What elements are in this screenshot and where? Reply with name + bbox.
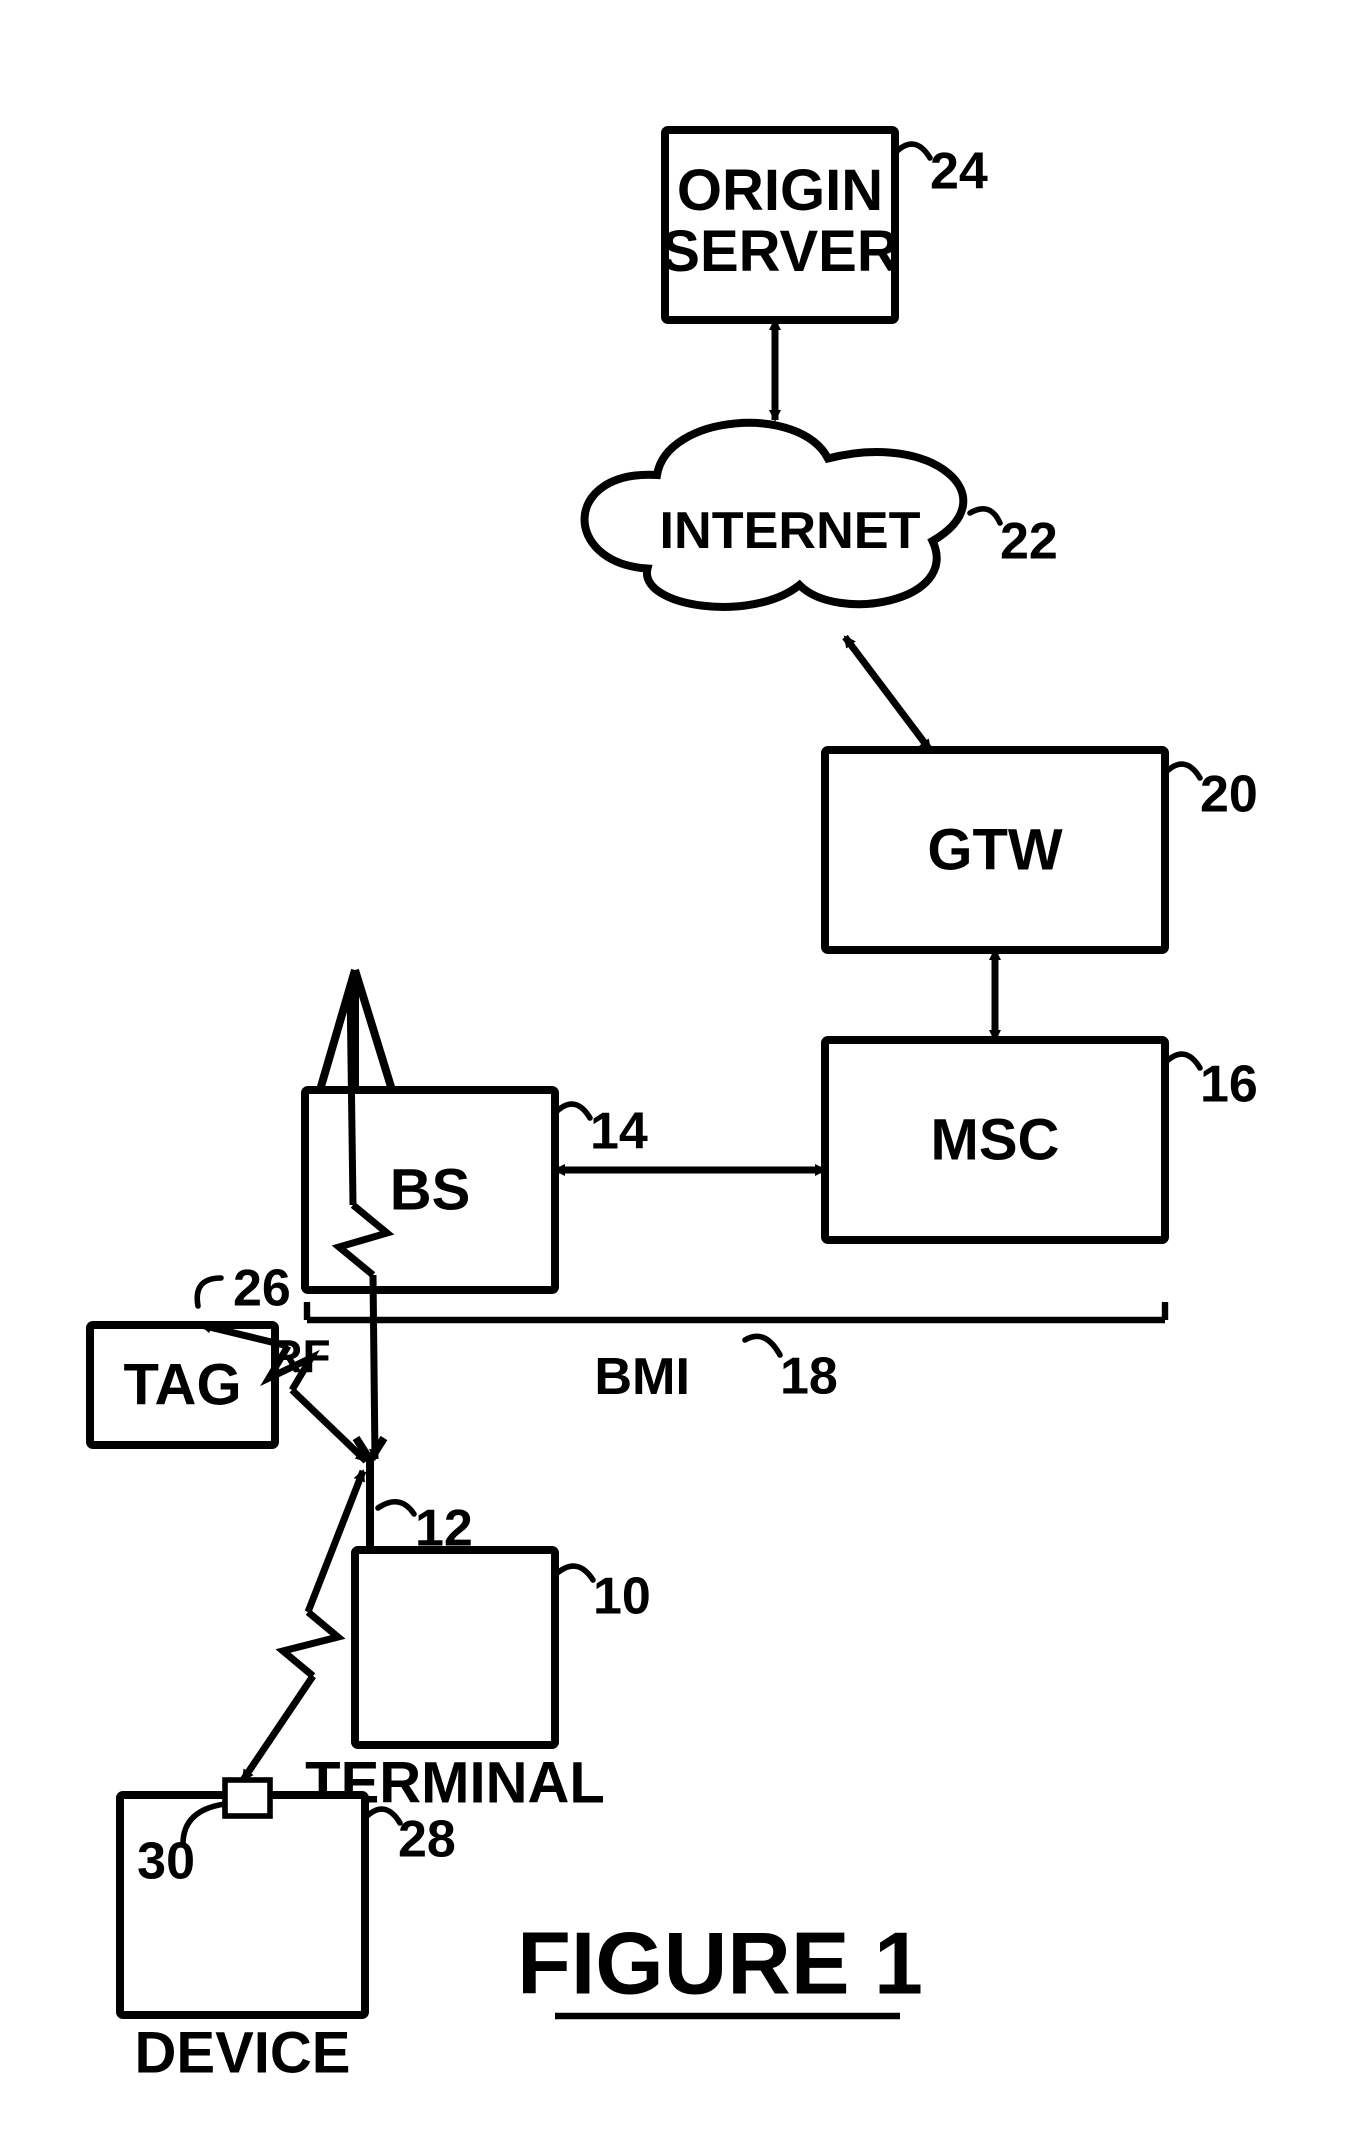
- gtw-ref: 20: [1200, 766, 1258, 824]
- bs-ref: 14: [590, 1103, 648, 1161]
- origin_server-ref: 24: [930, 143, 988, 201]
- bs-label: BS: [390, 1157, 471, 1222]
- edge-internet-gtw: [845, 637, 930, 750]
- device-box: [120, 1795, 365, 2015]
- msc-ref: 16: [1200, 1056, 1258, 1114]
- ref-leader-msc: [1165, 1054, 1200, 1068]
- gtw-label: GTW: [927, 817, 1063, 882]
- ref-leader-origin_server: [895, 144, 930, 158]
- ref-leader-bmi-18: [745, 1336, 780, 1355]
- edge-terminal-device-zig: [283, 1612, 338, 1676]
- edge-bs-terminal: [373, 1275, 375, 1459]
- tag-label: TAG: [123, 1352, 241, 1417]
- edge-bs-terminal: [350, 985, 353, 1205]
- tag-ref: 26: [233, 1260, 291, 1318]
- terminal-ref: 10: [593, 1568, 651, 1626]
- terminal-box: [355, 1550, 555, 1745]
- internet-ref: 22: [1000, 513, 1058, 571]
- device-label: DEVICE: [135, 2020, 351, 2085]
- ref-leader-terminal-10: [555, 1566, 593, 1580]
- internet-label: INTERNET: [660, 502, 921, 560]
- origin_server-label: SERVER: [661, 219, 898, 284]
- figure-label: FIGURE 1: [517, 1913, 923, 2012]
- bmi-ref: 18: [780, 1348, 838, 1406]
- terminal-antenna-ref: 12: [415, 1500, 473, 1558]
- origin_server-label: ORIGIN: [677, 158, 883, 223]
- ref-leader-tag-26: [197, 1278, 221, 1306]
- device-ref: 28: [398, 1811, 456, 1869]
- device-port: [225, 1780, 270, 1816]
- edge-terminal-device: [243, 1676, 313, 1780]
- ref-leader-terminal-12: [378, 1502, 414, 1514]
- edge-terminal-tag: [292, 1390, 366, 1461]
- ref-leader-internet: [970, 509, 1000, 523]
- bmi-bracket: [307, 1302, 1165, 1320]
- ref-leader-gtw: [1165, 764, 1200, 778]
- device-port-ref: 30: [137, 1833, 195, 1891]
- msc-label: MSC: [931, 1107, 1060, 1172]
- bs-antenna: [320, 970, 392, 1090]
- bmi-label: BMI: [594, 1348, 690, 1406]
- ref-leader-bs: [555, 1104, 590, 1118]
